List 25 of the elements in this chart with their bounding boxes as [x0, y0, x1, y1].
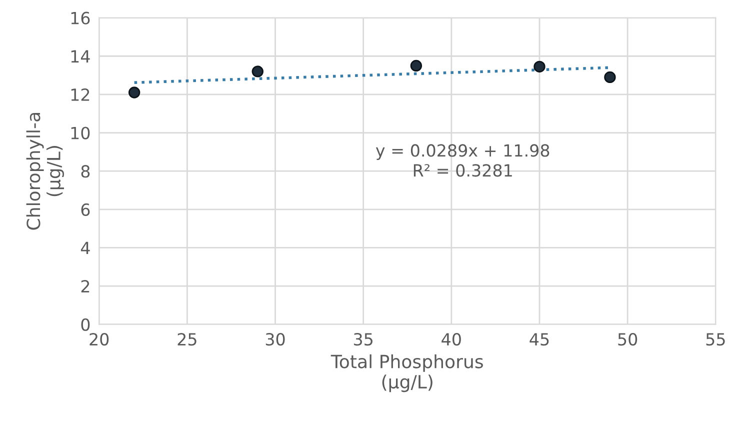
y-tick-label: 10: [71, 126, 90, 140]
x-tick-label: 50: [618, 332, 638, 346]
point: [410, 60, 422, 72]
point: [604, 71, 616, 84]
x-tick-label: 35: [354, 332, 372, 346]
y-tick-label: 0: [81, 318, 90, 331]
annotation: y = 0.0289x + 11.98 R² = 0.3281: [376, 144, 550, 177]
x-tick-label: 20: [90, 332, 109, 346]
point: [534, 60, 546, 73]
x-tick-label: 45: [530, 333, 549, 346]
x-tick-label: 30: [266, 332, 285, 346]
point: [252, 66, 264, 78]
x-tick-label: 55: [706, 333, 725, 346]
x-axis-title: Total Phosphorus (µg/L): [330, 354, 483, 392]
y-tick-label: 16: [71, 12, 90, 24]
point: [128, 86, 140, 98]
y-tick-label: 12: [71, 88, 90, 101]
y-tick-label: 4: [80, 242, 90, 254]
y-tick-label: 6: [81, 203, 90, 216]
y-axis-title: Chlorophyll-a (µg/L): [26, 113, 64, 230]
y-tick-label: 2: [81, 280, 90, 292]
x-tick-label: 25: [178, 332, 196, 346]
y-tick-label: 14: [71, 50, 90, 62]
y-tick-label: 8: [81, 165, 90, 178]
x-tick-label: 40: [442, 332, 461, 346]
